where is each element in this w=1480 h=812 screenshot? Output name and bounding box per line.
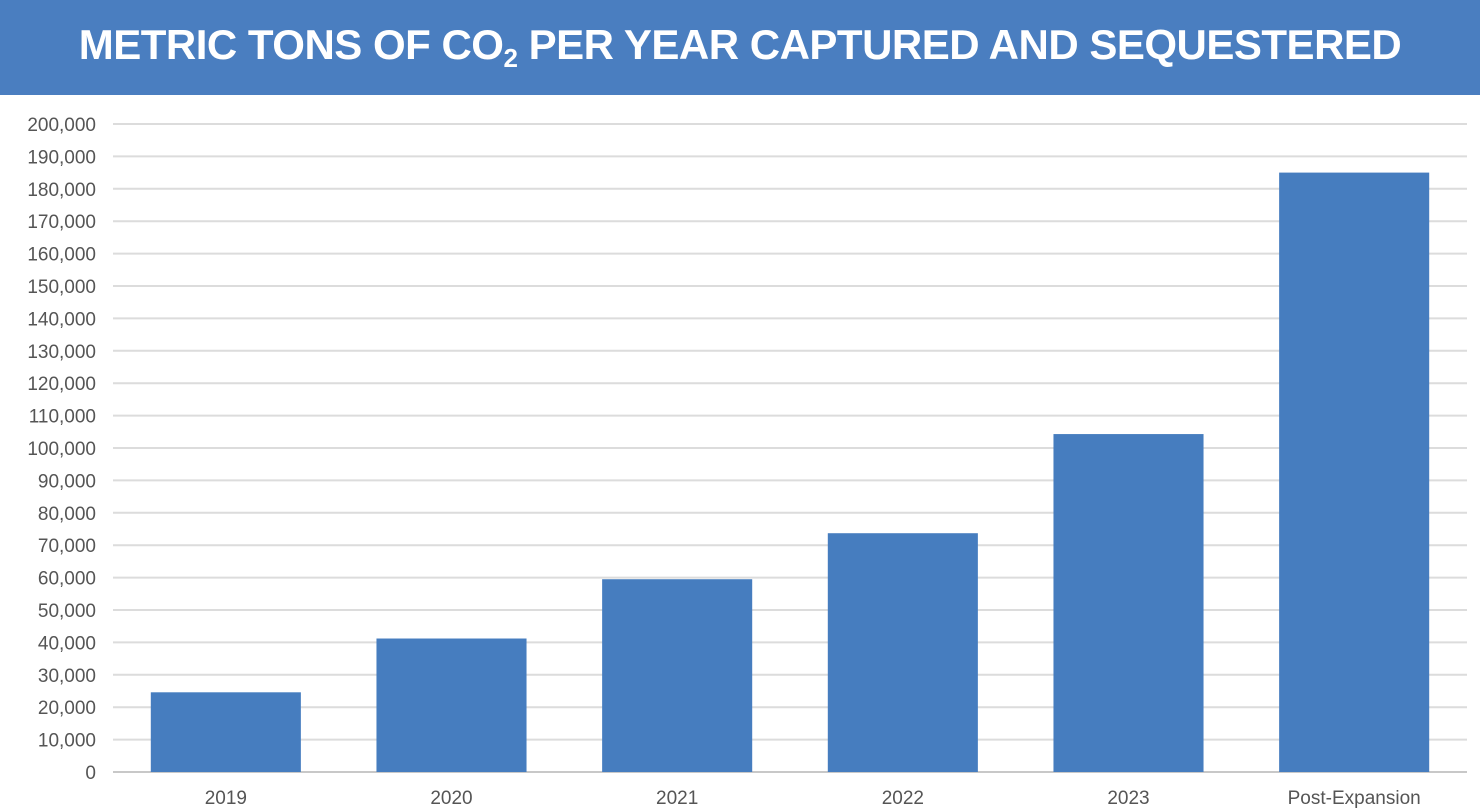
title-banner: METRIC TONS OF CO2 PER YEAR CAPTURED AND… [0, 0, 1480, 95]
y-tick-label: 0 [85, 763, 96, 784]
y-tick-label: 120,000 [27, 374, 96, 395]
x-tick-label: Post-Expansion [1288, 788, 1421, 809]
y-tick-label: 130,000 [27, 342, 96, 363]
x-tick-label: 2020 [430, 788, 472, 809]
bar-2023 [1053, 434, 1204, 772]
y-tick-label: 80,000 [38, 504, 96, 525]
y-tick-label: 100,000 [27, 439, 96, 460]
y-tick-label: 190,000 [27, 147, 96, 168]
y-tick-label: 160,000 [27, 245, 96, 266]
y-tick-label: 90,000 [38, 471, 96, 492]
bar-2020 [376, 638, 527, 772]
y-tick-label: 40,000 [38, 633, 96, 654]
chart-title: METRIC TONS OF CO2 PER YEAR CAPTURED AND… [79, 21, 1402, 74]
y-tick-label: 10,000 [38, 731, 96, 752]
y-tick-label: 20,000 [38, 698, 96, 719]
bar-2021 [602, 579, 753, 772]
y-tick-label: 60,000 [38, 569, 96, 590]
bar-2019 [150, 692, 301, 772]
bar-post-expansion [1279, 172, 1430, 773]
x-tick-label: 2019 [205, 788, 247, 809]
y-tick-label: 30,000 [38, 666, 96, 687]
y-tick-label: 150,000 [27, 277, 96, 298]
y-tick-label: 140,000 [27, 309, 96, 330]
title-text-part: METRIC TONS OF CO [78, 21, 504, 68]
x-tick-label: 2021 [656, 788, 698, 809]
y-tick-label: 170,000 [27, 212, 96, 233]
x-tick-label: 2023 [1107, 788, 1149, 809]
title-text-part: PER YEAR CAPTURED AND SEQUESTERED [517, 21, 1402, 68]
y-tick-label: 70,000 [38, 536, 96, 557]
title-subscript: 2 [503, 43, 518, 73]
bar-2022 [827, 533, 978, 772]
y-tick-label: 180,000 [27, 180, 96, 201]
y-tick-label: 200,000 [27, 115, 96, 136]
y-tick-label: 50,000 [38, 601, 96, 622]
y-tick-label: 110,000 [29, 407, 96, 428]
x-tick-label: 2022 [882, 788, 924, 809]
